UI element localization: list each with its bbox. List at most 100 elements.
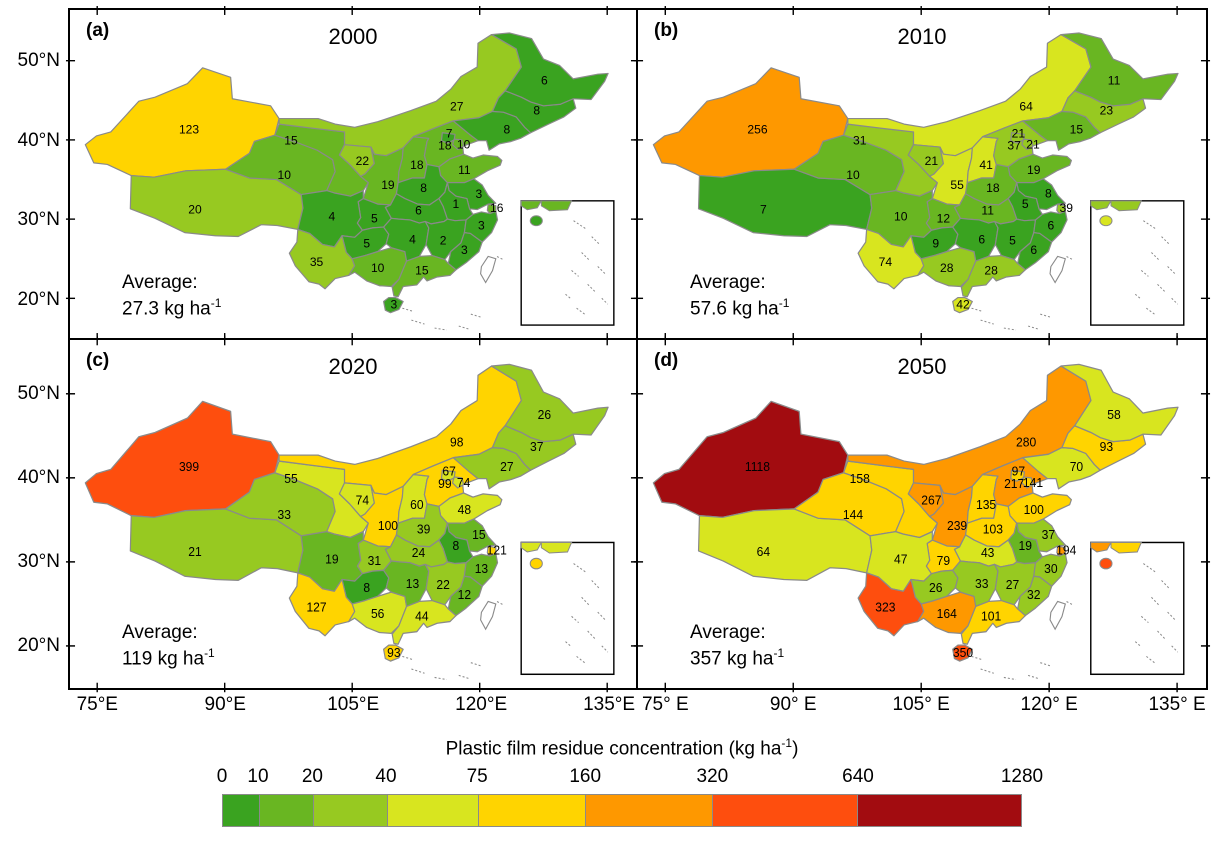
value-label-shanxi: 60	[410, 498, 424, 512]
value-label-zhejiang: 13	[475, 562, 489, 576]
province-hainan	[952, 296, 973, 314]
province-beijing	[1010, 469, 1025, 482]
value-label-shandong: 48	[458, 503, 472, 517]
panel-letter: (a)	[86, 20, 110, 41]
lat-tick-label: 20°N	[17, 289, 60, 311]
panel-a: 123 20 10 15 27 22 19 18 18 8 8 6 11 8 3 1 6 5 4 5 35 10 4 2 3 3 1…	[65, 6, 641, 342]
legend-tick-label: 1280	[1000, 766, 1044, 788]
value-label-hebei: 37	[1007, 139, 1021, 153]
value-label-guangxi: 28	[940, 261, 954, 275]
value-label-tibet: 7	[760, 203, 767, 217]
value-label-chongqing: 79	[937, 554, 951, 568]
legend-title-text: Plastic film residue concentration (kg h…	[445, 738, 782, 760]
value-label-guizhou: 26	[929, 581, 943, 595]
value-label-hubei: 24	[412, 546, 426, 560]
value-label-guangxi: 10	[371, 261, 385, 275]
legend-tick-label: 320	[696, 766, 729, 788]
lon-tick-label: 90°E	[204, 694, 246, 715]
islets-decoration	[458, 674, 469, 680]
panel-average: Average: 119 kg ha-1	[122, 621, 215, 672]
islets-decoration	[411, 319, 425, 325]
value-label-anhui: 19	[1019, 539, 1033, 553]
legend-tick-label: 75	[466, 766, 488, 788]
lon-tick-label: 90° E	[769, 694, 817, 715]
value-label-shanghai: 39	[1059, 201, 1073, 215]
value-label-tianjin: 141	[1023, 476, 1043, 490]
value-label-fujian: 3	[461, 243, 468, 257]
value-label-innermongolia: 64	[1019, 100, 1033, 114]
map-grid: 123 20 10 15 27 22 19 18 18 8 8 6 11 8 3 1 6 5 4 5 35 10 4 2 3 3 1…	[65, 6, 1211, 693]
value-label-anhui: 8	[453, 539, 460, 553]
value-label-hubei: 11	[981, 203, 994, 217]
panel-average: Average: 57.6 kg ha-1	[690, 271, 789, 322]
average-prefix: Average:	[690, 272, 766, 294]
province-taiwan-outline	[1049, 255, 1066, 284]
province-guangdong	[391, 255, 457, 298]
province-guangdong	[960, 599, 1026, 645]
value-label-jiangsu: 37	[1042, 528, 1056, 542]
china-map-2050: 1118 64 144 158 280 267 239 135 217 70 93 58 100 103 3…	[633, 335, 1211, 693]
province-fujian	[447, 575, 483, 617]
value-label-fujian: 12	[458, 588, 472, 602]
value-label-jiangxi: 5	[1009, 234, 1016, 248]
value-label-tianjin: 74	[457, 476, 471, 490]
lat-tick-label: 50°N	[17, 50, 60, 71]
legend-tick-label: 40	[375, 766, 397, 788]
value-label-qinghai: 33	[277, 508, 291, 522]
province-guangdong	[960, 255, 1026, 298]
value-label-shaanxi: 239	[947, 519, 967, 533]
value-label-xinjiang: 399	[179, 460, 199, 474]
value-label-zhejiang: 6	[1047, 219, 1054, 233]
province-shanghai	[1056, 545, 1066, 557]
average-value: 27.3 kg ha-1	[122, 295, 222, 320]
province-shanghai	[486, 545, 497, 557]
lon-tick-label: 75° E	[641, 694, 689, 715]
province-tianjin	[451, 476, 465, 489]
value-label-gansu: 55	[284, 472, 298, 486]
panel-year-title: 2050	[897, 354, 947, 379]
province-heilongjiang	[1060, 363, 1179, 443]
province-taiwan-outline	[1049, 600, 1066, 631]
province-heilongjiang	[1060, 32, 1179, 107]
islets-decoration	[496, 601, 504, 606]
value-label-jilin: 93	[1100, 440, 1114, 454]
value-label-beijing: 7	[446, 127, 453, 141]
value-label-jiangxi: 22	[436, 578, 450, 592]
average-prefix: Average:	[122, 272, 198, 294]
islets-decoration	[458, 325, 469, 330]
value-label-tibet: 20	[188, 203, 202, 217]
lon-tick-label: 120°E	[455, 694, 508, 715]
china-map-2020: 399 21 33 55 98 74 100 60 99 27 37 26 48 39 15 8 24 31 19 8…	[65, 335, 641, 693]
province-hainan	[383, 644, 404, 662]
province-hainan	[952, 644, 973, 662]
value-label-hubei: 6	[415, 203, 422, 217]
legend-color-segment	[712, 795, 858, 827]
value-label-jiangsu: 8	[1045, 187, 1052, 201]
value-label-yunnan: 323	[875, 600, 895, 614]
value-label-guizhou: 9	[932, 237, 939, 251]
value-label-gansu: 158	[850, 472, 870, 486]
average-value: 57.6 kg ha-1	[690, 295, 790, 320]
panel-c: 399 21 33 55 98 74 100 60 99 27 37 26 48 39 15 8 24 31 19 8…	[65, 335, 641, 693]
average-value: 357 kg ha-1	[690, 645, 785, 670]
value-label-hunan: 33	[975, 577, 989, 591]
province-heilongjiang	[490, 363, 609, 443]
value-label-heilongjiang: 26	[538, 408, 552, 422]
value-label-xinjiang: 1118	[745, 460, 770, 474]
province-beijing	[440, 132, 456, 144]
value-label-xinjiang: 256	[747, 123, 768, 137]
value-label-tibet: 21	[188, 545, 202, 559]
islets-decoration	[1003, 327, 1017, 331]
panel-average: Average: 27.3 kg ha-1	[122, 271, 221, 322]
value-label-jiangxi: 27	[1006, 578, 1020, 592]
panel-letter: (b)	[654, 20, 679, 41]
value-label-guizhou: 5	[363, 237, 370, 251]
south-china-sea-inset	[520, 200, 615, 326]
value-label-fujian: 32	[1027, 588, 1041, 602]
value-label-heilongjiang: 58	[1107, 408, 1121, 422]
value-label-sichuan: 19	[325, 552, 339, 566]
value-label-beijing: 97	[1012, 464, 1026, 478]
value-label-anhui: 1	[453, 197, 460, 211]
islets-decoration	[1066, 256, 1073, 260]
value-label-jilin: 37	[530, 440, 544, 454]
